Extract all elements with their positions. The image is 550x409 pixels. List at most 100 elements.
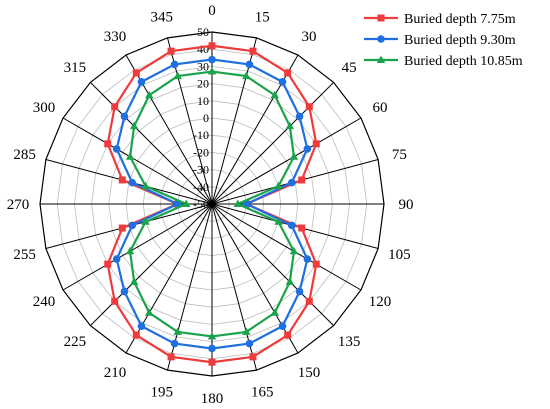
- angle-label: 135: [338, 334, 361, 350]
- data-point-circle: [128, 221, 137, 230]
- angle-label: 270: [7, 197, 30, 213]
- angle-label: 330: [104, 29, 127, 45]
- data-point-circle: [278, 78, 287, 86]
- angle-label: 90: [399, 197, 414, 213]
- data-point-circle: [303, 255, 312, 263]
- legend-item: Buried depth 9.30m: [364, 33, 516, 48]
- legend-label: Buried depth 10.85m: [404, 54, 523, 69]
- data-point-circle: [287, 221, 296, 230]
- angle-label: 345: [151, 10, 174, 26]
- angle-label: 180: [201, 391, 224, 407]
- angle-label: 105: [388, 247, 411, 263]
- data-point-circle: [112, 255, 121, 263]
- radial-tick-label: 0: [203, 111, 209, 125]
- data-point-triangle: [145, 308, 154, 316]
- legend-item: Buried depth 10.85m: [364, 54, 523, 69]
- data-point-square: [167, 47, 175, 55]
- data-point-square: [284, 331, 292, 339]
- data-point-triangle: [173, 327, 182, 335]
- radial-tick-label: -20: [193, 145, 209, 159]
- data-point-square: [111, 103, 119, 111]
- data-point-square: [208, 358, 216, 366]
- data-point-triangle: [270, 90, 279, 99]
- data-point-circle: [377, 35, 385, 43]
- radar-grid: [39, 31, 385, 377]
- angle-label: 60: [373, 100, 388, 116]
- data-point-square: [104, 140, 112, 148]
- data-point-circle: [208, 344, 216, 353]
- data-point-square: [208, 42, 216, 50]
- angle-label: 285: [13, 147, 36, 163]
- radial-axis-labels: -50 -40 -30 -20 -10 0 10 20 30 40 50: [193, 25, 209, 211]
- angle-label: 315: [64, 60, 87, 76]
- legend: Buried depth 7.75m Buried depth 9.30m Buri…: [364, 12, 523, 69]
- data-point-circle: [303, 145, 312, 153]
- data-point-circle: [120, 287, 129, 296]
- data-point-square: [111, 297, 119, 305]
- grid-spoke: [62, 117, 213, 205]
- data-point-triangle: [270, 308, 279, 316]
- data-point-circle: [128, 178, 137, 187]
- data-point-triangle: [129, 121, 139, 130]
- grid-spoke: [90, 82, 213, 205]
- grid-spoke: [62, 203, 213, 291]
- data-point-triangle: [141, 217, 150, 225]
- data-point-triangle: [233, 199, 242, 207]
- radial-tick-label: -30: [193, 163, 209, 177]
- data-point-triangle: [207, 331, 217, 340]
- data-point-triangle: [145, 90, 154, 99]
- angle-label: 165: [251, 384, 274, 400]
- radial-tick-label: 30: [197, 59, 209, 73]
- data-point-circle: [245, 339, 254, 348]
- data-point-triangle: [173, 71, 182, 80]
- data-point-square: [249, 47, 257, 55]
- data-point-triangle: [141, 181, 150, 190]
- series-3: [125, 67, 299, 340]
- data-point-circle: [287, 178, 296, 187]
- data-point-square: [312, 140, 320, 148]
- data-point-triangle: [242, 71, 251, 80]
- data-point-circle: [295, 112, 304, 121]
- data-point-square: [312, 260, 320, 268]
- legend-label: Buried depth 9.30m: [404, 33, 516, 48]
- data-point-triangle: [285, 121, 295, 130]
- data-point-square: [118, 176, 126, 184]
- legend-item: Buried depth 7.75m: [364, 12, 516, 27]
- data-point-square: [305, 297, 313, 305]
- grid-spoke: [211, 203, 362, 291]
- radial-tick-label: 40: [197, 42, 209, 56]
- radial-tick-label: 10: [197, 94, 209, 108]
- data-point-circle: [120, 112, 129, 121]
- data-point-circle: [208, 55, 216, 64]
- data-point-square: [305, 103, 313, 111]
- radial-tick-label: 20: [197, 77, 209, 91]
- angle-label: 195: [151, 384, 174, 400]
- data-point-circle: [278, 322, 287, 330]
- angle-labels: 0 15 30 45 60 75 90 105 120 135 150 165 180 195 210 225…: [7, 3, 414, 407]
- data-point-square: [249, 353, 257, 361]
- data-point-square: [118, 224, 126, 232]
- series-2: [112, 55, 312, 353]
- data-point-triangle: [274, 217, 283, 225]
- angle-label: 255: [13, 247, 36, 263]
- data-point-triangle: [289, 246, 299, 255]
- grid-spoke: [211, 203, 299, 354]
- grid-spoke: [211, 203, 334, 326]
- angle-label: 30: [302, 29, 317, 45]
- legend-label: Buried depth 7.75m: [404, 12, 516, 27]
- data-point-triangle: [242, 327, 251, 335]
- angle-label: 300: [33, 100, 56, 116]
- radial-tick-label: 50: [197, 25, 209, 39]
- data-point-square: [298, 224, 306, 232]
- angle-label: 15: [255, 10, 270, 26]
- data-point-circle: [112, 145, 121, 153]
- data-point-triangle: [125, 246, 135, 255]
- data-point-square: [377, 14, 385, 22]
- angle-label: 45: [342, 60, 357, 76]
- data-point-triangle: [125, 152, 135, 160]
- data-point-circle: [245, 60, 254, 69]
- data-point-square: [167, 353, 175, 361]
- series-plot: [104, 42, 320, 366]
- grid-spoke: [211, 82, 334, 205]
